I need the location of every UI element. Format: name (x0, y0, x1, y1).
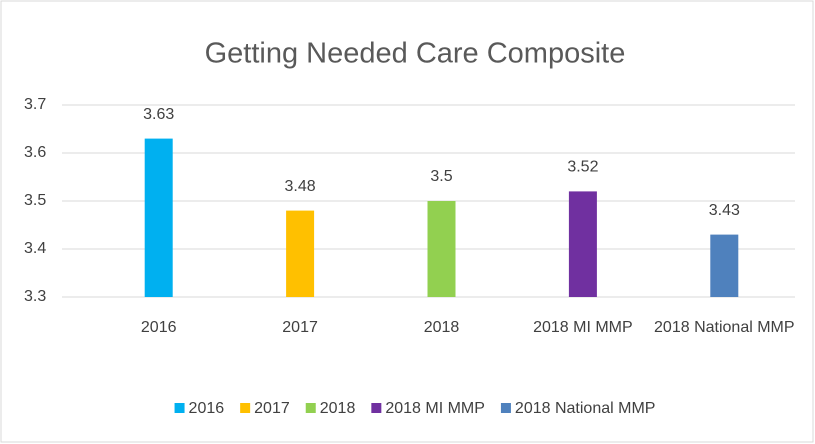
legend-label: 2018 (320, 400, 356, 417)
data-label: 3.48 (285, 178, 316, 195)
bar (710, 234, 739, 297)
x-tick-label: 2018 MI MMP (533, 319, 633, 336)
legend: 2016 2017 2018 2018 MI MMP 2018 National MMP (174, 400, 656, 417)
legend-swatch (174, 403, 185, 413)
legend-label: 2017 (254, 400, 290, 417)
bar (427, 201, 456, 297)
x-tick-label: 2017 (282, 319, 318, 336)
x-tick-label-box: 2018 MI MMP (533, 319, 633, 336)
legend-label: 2018 MI MMP (385, 400, 485, 417)
legend-swatch (371, 403, 382, 413)
y-tick-label: 3.6 (24, 144, 46, 161)
data-label: 3.52 (567, 159, 598, 176)
x-tick-label-box: 2018 National MMP (654, 319, 795, 336)
legend-label: 2016 (189, 400, 225, 417)
legend-swatch (500, 403, 511, 413)
data-label: 3.43 (709, 202, 740, 219)
bar (286, 210, 315, 297)
legend-label: 2018 National MMP (515, 400, 656, 417)
legend-swatch (240, 403, 251, 413)
x-tick-label-box: 2016 (140, 319, 177, 336)
legend-swatch (305, 403, 316, 413)
chart-title: Getting Needed Care Composite (205, 38, 626, 70)
y-tick-label: 3.5 (24, 192, 46, 209)
y-tick-label: 3.7 (24, 96, 46, 113)
x-tick-label: 2016 (140, 319, 177, 336)
data-label: 3.5 (430, 168, 452, 185)
bar (144, 138, 173, 297)
x-tick-label: 2018 National MMP (654, 319, 795, 336)
y-tick-label: 3.3 (24, 288, 46, 305)
x-tick-label-box: 2018 (423, 319, 460, 336)
bar (568, 191, 597, 297)
y-tick-label: 3.4 (24, 240, 46, 257)
x-tick-label-box: 2017 (282, 319, 318, 336)
x-tick-label: 2018 (423, 319, 460, 336)
data-label: 3.63 (143, 106, 174, 123)
